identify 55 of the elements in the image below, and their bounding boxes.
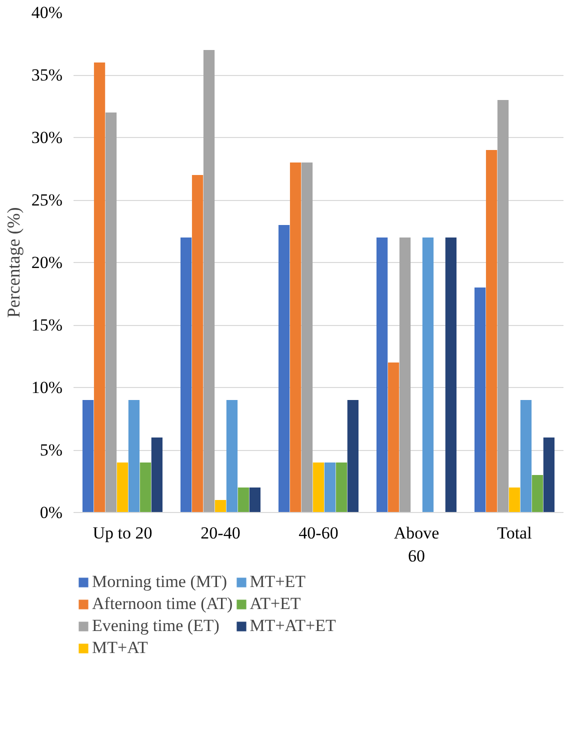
- bar: [422, 238, 434, 512]
- bar: [497, 100, 509, 512]
- x-tick-label: 40-60: [298, 524, 338, 542]
- bar: [324, 462, 336, 512]
- bar: [192, 175, 204, 512]
- bar: [105, 112, 117, 512]
- legend-label: MT+ET: [250, 572, 306, 592]
- bar: [336, 462, 348, 512]
- legend-label: Afternoon time (AT): [92, 594, 233, 614]
- bar: [290, 162, 302, 512]
- y-tick-label: 0%: [40, 503, 63, 522]
- bar: [486, 150, 498, 512]
- y-tick-label: 15%: [31, 316, 63, 334]
- x-tick-label: Above 60: [394, 524, 440, 566]
- bar: [128, 400, 140, 512]
- bar: [180, 238, 192, 512]
- y-tick-label: 10%: [31, 378, 63, 397]
- bar: [543, 438, 555, 512]
- legend-label: Evening time (ET): [92, 616, 220, 636]
- legend-label: MT+AT: [92, 638, 148, 658]
- bar: [140, 462, 152, 512]
- bar: [508, 488, 520, 512]
- bar: [532, 475, 544, 512]
- x-tick-label: 20-40: [200, 524, 240, 542]
- bar: [94, 62, 106, 512]
- y-tick-label: 35%: [31, 66, 63, 84]
- bar: [151, 438, 163, 512]
- x-tick-label: Total: [497, 524, 532, 542]
- bar: [82, 400, 94, 512]
- legend-label: MT+AT+ET: [250, 616, 336, 636]
- bar: [376, 238, 388, 512]
- bar: [520, 400, 532, 512]
- bar: [214, 500, 226, 512]
- bar: [203, 50, 215, 512]
- bar: [399, 238, 411, 512]
- x-tick-label: Up to 20: [92, 524, 152, 542]
- bar: [312, 462, 324, 512]
- bar: [445, 238, 457, 512]
- y-tick-label: 20%: [31, 253, 63, 272]
- bar: [116, 462, 128, 512]
- bar: [474, 288, 486, 512]
- bar: [301, 162, 313, 512]
- y-tick-label: 5%: [40, 440, 63, 460]
- y-tick-label: 25%: [31, 190, 63, 210]
- legend-label: Morning time (MT): [92, 572, 228, 592]
- legend-label: AT+ET: [250, 594, 301, 614]
- bar: [249, 488, 261, 512]
- y-tick-label: 40%: [31, 3, 63, 22]
- bar: [388, 362, 400, 512]
- y-tick-label: 30%: [31, 128, 63, 147]
- bar: [347, 400, 359, 512]
- bar: [238, 488, 250, 512]
- bar: [226, 400, 238, 512]
- y-axis-title: Percentage (%): [3, 207, 24, 318]
- bar: [278, 225, 290, 512]
